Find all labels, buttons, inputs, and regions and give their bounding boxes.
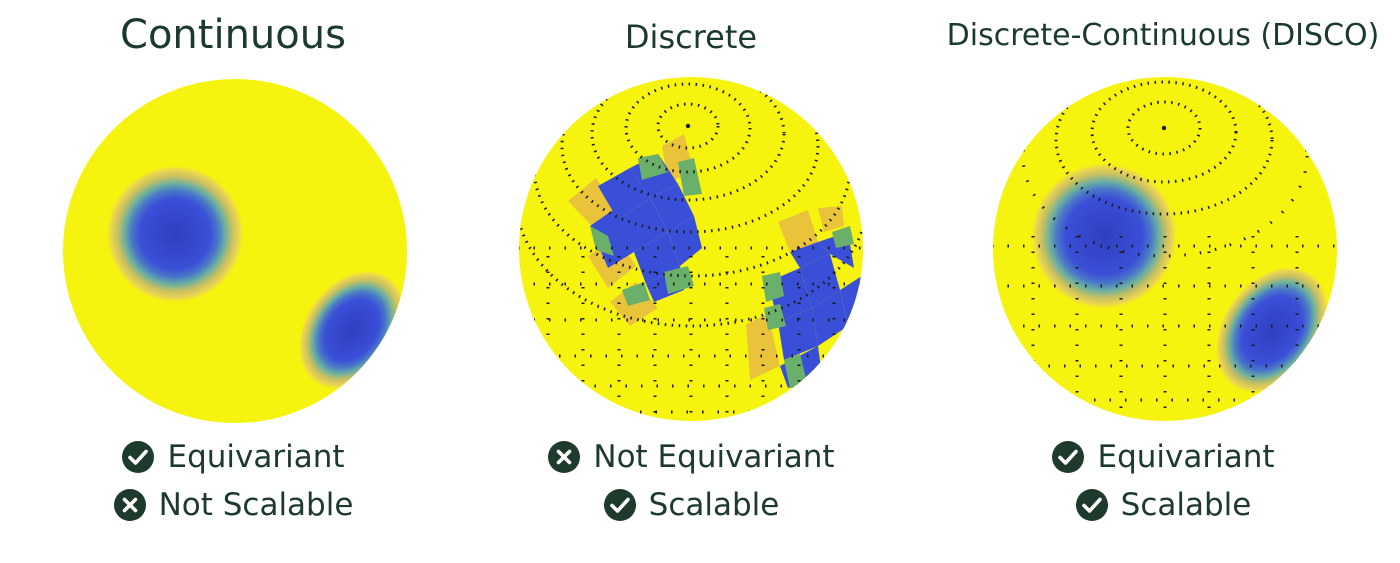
- property-item: Not Equivariant: [458, 433, 924, 481]
- property-item: Equivariant: [930, 433, 1396, 481]
- property-item: Not Scalable: [0, 481, 466, 529]
- property-item: Scalable: [458, 481, 924, 529]
- property-list: Equivariant Not Scalable: [0, 433, 466, 529]
- disco-sphere: [992, 76, 1338, 422]
- check-circle-icon: [1051, 440, 1085, 474]
- discrete-sphere: [518, 76, 864, 422]
- field-patch-left: [568, 134, 702, 326]
- check-circle-icon: [121, 440, 155, 474]
- property-label: Not Equivariant: [593, 439, 835, 475]
- property-list: Not Equivariant Scalable: [458, 433, 924, 529]
- property-list: Equivariant Scalable: [930, 433, 1396, 529]
- cross-circle-icon: [113, 488, 147, 522]
- property-label: Scalable: [648, 487, 780, 523]
- panel-title: Continuous: [120, 12, 346, 58]
- check-circle-icon: [1075, 488, 1109, 522]
- property-item: Equivariant: [0, 433, 466, 481]
- check-circle-icon: [603, 488, 637, 522]
- panel-title: Discrete-Continuous (DISCO): [946, 18, 1380, 53]
- field-blob-large: [105, 164, 245, 304]
- panel-continuous: Continuous: [0, 0, 466, 563]
- property-label: Scalable: [1120, 487, 1252, 523]
- panel-discrete: Discrete: [458, 0, 924, 563]
- field-blob-large: [1030, 162, 1178, 310]
- continuous-sphere: [62, 78, 408, 424]
- panel-disco: Discrete-Continuous (DISCO): [930, 0, 1396, 563]
- property-label: Equivariant: [167, 439, 345, 475]
- property-label: Equivariant: [1097, 439, 1275, 475]
- property-item: Scalable: [930, 481, 1396, 529]
- property-label: Not Scalable: [158, 487, 354, 523]
- grid-points: [993, 77, 1337, 421]
- panel-title: Discrete: [624, 18, 758, 56]
- cross-circle-icon: [547, 440, 581, 474]
